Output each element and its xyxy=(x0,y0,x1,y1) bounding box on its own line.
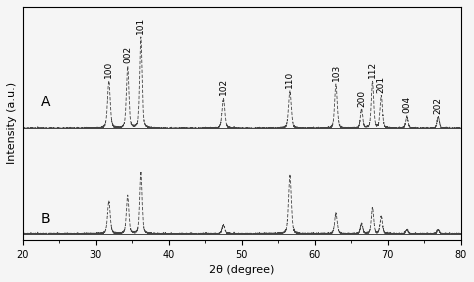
Text: 002: 002 xyxy=(123,46,132,63)
Text: 202: 202 xyxy=(434,97,443,114)
Y-axis label: Intensity (a.u.): Intensity (a.u.) xyxy=(7,82,17,164)
Text: 102: 102 xyxy=(219,78,228,96)
X-axis label: 2θ (degree): 2θ (degree) xyxy=(209,265,274,275)
Text: 201: 201 xyxy=(377,76,386,93)
Text: 004: 004 xyxy=(402,96,411,113)
Text: B: B xyxy=(41,212,50,226)
Text: 101: 101 xyxy=(137,17,146,34)
Text: 103: 103 xyxy=(331,64,340,81)
Text: 110: 110 xyxy=(285,71,294,88)
Text: 100: 100 xyxy=(104,61,113,78)
Text: 200: 200 xyxy=(357,90,366,107)
Text: 112: 112 xyxy=(368,61,377,78)
Text: A: A xyxy=(41,95,50,109)
